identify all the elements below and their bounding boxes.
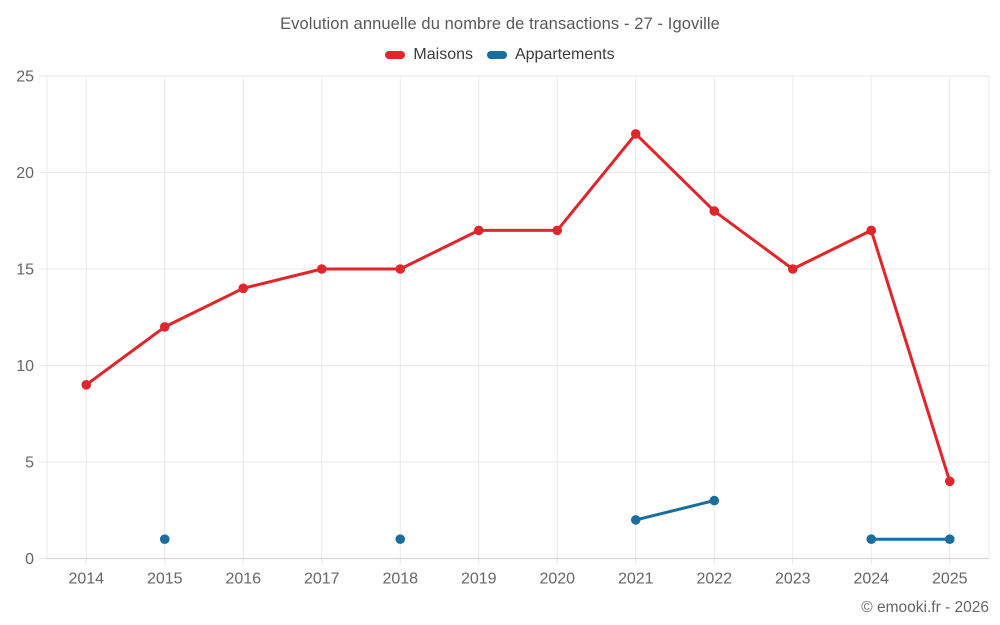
y-axis-label: 5 xyxy=(25,455,34,472)
copyright-text: © emooki.fr - 2026 xyxy=(861,599,989,616)
x-axis-label: 2019 xyxy=(461,571,497,588)
point-maisons-2017[interactable] xyxy=(316,264,327,274)
point-maisons-2020[interactable] xyxy=(552,225,563,236)
y-axis-label: 15 xyxy=(16,262,34,279)
maisons-legend-swatch xyxy=(385,51,406,59)
x-axis-label: 2021 xyxy=(618,571,654,588)
x-axis-label: 2025 xyxy=(932,571,968,588)
maisons-line xyxy=(84,132,952,483)
x-axis-label: 2020 xyxy=(539,571,575,588)
y-axis-label: 10 xyxy=(16,358,34,375)
point-maisons-2015[interactable] xyxy=(159,322,170,332)
point-maisons-2016[interactable] xyxy=(238,283,249,294)
point-appartements-2022[interactable] xyxy=(709,495,720,506)
point-appartements-2021[interactable] xyxy=(630,515,641,525)
point-appartements-2024[interactable] xyxy=(866,534,877,544)
point-appartements-2025[interactable] xyxy=(944,534,955,544)
appartements-legend-label: Appartements xyxy=(514,46,615,63)
point-maisons-2025[interactable] xyxy=(944,476,955,487)
appartements-legend-swatch xyxy=(486,51,507,59)
y-axis-label: 0 xyxy=(25,551,34,568)
x-axis-label: 2018 xyxy=(382,571,418,588)
x-axis-label: 2017 xyxy=(304,571,340,588)
x-axis-label: 2016 xyxy=(225,571,261,588)
point-maisons-2019[interactable] xyxy=(473,225,484,236)
y-axis-label: 25 xyxy=(16,69,34,86)
point-maisons-2022[interactable] xyxy=(709,206,720,216)
point-maisons-2018[interactable] xyxy=(395,264,406,274)
chart-title: Evolution annuelle du nombre de transact… xyxy=(280,15,720,33)
appartements-line xyxy=(634,499,716,522)
legend-item-appartements[interactable]: Appartements xyxy=(486,46,615,64)
maisons-legend-label: Maisons xyxy=(413,46,473,63)
point-appartements-2015[interactable] xyxy=(159,534,170,544)
point-maisons-2021[interactable] xyxy=(630,129,641,139)
legend: Maisons Appartements xyxy=(0,46,1000,64)
x-axis-label: 2014 xyxy=(68,571,104,588)
legend-item-maisons[interactable]: Maisons xyxy=(385,46,473,64)
x-axis-label: 2022 xyxy=(696,571,732,588)
x-axis-label: 2024 xyxy=(853,571,889,588)
x-axis-label: 2023 xyxy=(775,571,811,588)
point-maisons-2023[interactable] xyxy=(787,264,798,274)
y-axis-label: 20 xyxy=(16,165,34,182)
point-maisons-2014[interactable] xyxy=(81,380,92,390)
point-maisons-2024[interactable] xyxy=(866,225,877,236)
point-appartements-2018[interactable] xyxy=(395,534,406,544)
x-axis-label: 2015 xyxy=(147,571,183,588)
